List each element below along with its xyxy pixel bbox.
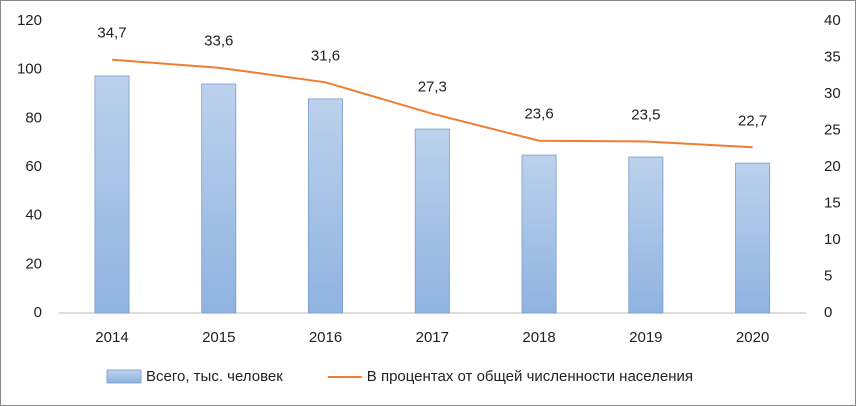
bar (414, 128, 450, 314)
y2-tick-label: 40 (824, 12, 841, 29)
x-tick-label: 2020 (736, 329, 769, 346)
x-tick-label: 2018 (522, 329, 555, 346)
y-tick-label: 40 (25, 207, 42, 224)
bar (308, 98, 344, 314)
bar (628, 156, 664, 314)
data-label: 23,6 (524, 106, 553, 123)
data-label: 31,6 (311, 47, 340, 64)
y-tick-label: 20 (25, 255, 42, 272)
y-tick-label: 60 (25, 158, 42, 175)
y2-tick-label: 20 (824, 158, 841, 175)
x-tick-label: 2016 (309, 329, 342, 346)
y2-tick-label: 35 (824, 48, 841, 65)
y-tick-label: 100 (17, 61, 42, 78)
bar (201, 83, 237, 314)
data-label: 27,3 (418, 79, 447, 96)
y2-tick-label: 0 (824, 304, 832, 321)
data-label: 22,7 (738, 112, 767, 129)
bar (735, 162, 771, 314)
bar (94, 75, 130, 314)
y2-tick-label: 5 (824, 267, 832, 284)
y2-tick-label: 10 (824, 231, 841, 248)
line (111, 58, 753, 149)
y-tick-label: 80 (25, 109, 42, 126)
y2-tick-label: 15 (824, 194, 841, 211)
y-tick-label: 0 (34, 304, 42, 321)
bar (521, 154, 557, 314)
x-tick-label: 2019 (629, 329, 662, 346)
x-tick-label: 2015 (202, 329, 235, 346)
legend-swatch (106, 369, 142, 384)
y-tick-label: 120 (17, 12, 42, 29)
legend-label: В процентах от общей численности населен… (367, 368, 693, 385)
legend-label: Всего, тыс. человек (146, 368, 283, 385)
y2-tick-label: 25 (824, 121, 841, 138)
data-label: 33,6 (204, 33, 233, 50)
data-label: 23,5 (631, 106, 660, 123)
x-tick-label: 2017 (416, 329, 449, 346)
x-tick-label: 2014 (95, 329, 128, 346)
data-label: 34,7 (97, 25, 126, 42)
y2-tick-label: 30 (824, 85, 841, 102)
